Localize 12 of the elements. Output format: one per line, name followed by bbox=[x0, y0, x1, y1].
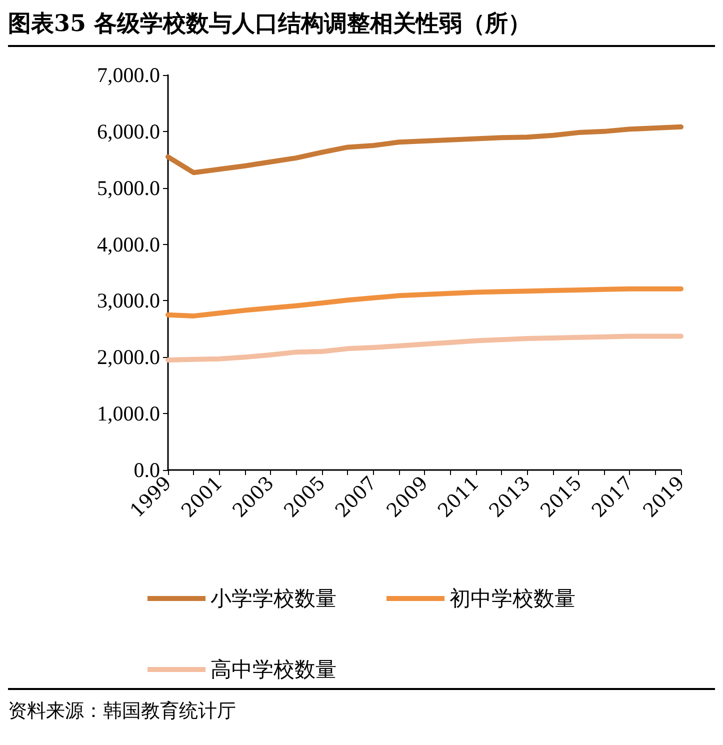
y-tick-label: 4,000.0 bbox=[97, 232, 160, 256]
legend-label: 初中学校数量 bbox=[450, 586, 576, 610]
y-tick-label: 7,000.0 bbox=[97, 63, 160, 87]
text: 资料来源：韩国教育统计厅 bbox=[8, 688, 715, 724]
legend-label: 小学学校数量 bbox=[210, 586, 336, 610]
legend-label: 高中学校数量 bbox=[210, 658, 336, 682]
y-tick-label: 2,000.0 bbox=[97, 345, 160, 370]
y-tick-label: 3,000.0 bbox=[97, 288, 160, 313]
y-tick-label: 1,000.0 bbox=[97, 402, 160, 426]
y-tick-label: 6,000.0 bbox=[97, 119, 160, 144]
y-tick-label: 5,000.0 bbox=[97, 176, 160, 200]
chart-title: 图表35 各级学校数与人口结构调整相关性弱（所） bbox=[8, 8, 715, 47]
